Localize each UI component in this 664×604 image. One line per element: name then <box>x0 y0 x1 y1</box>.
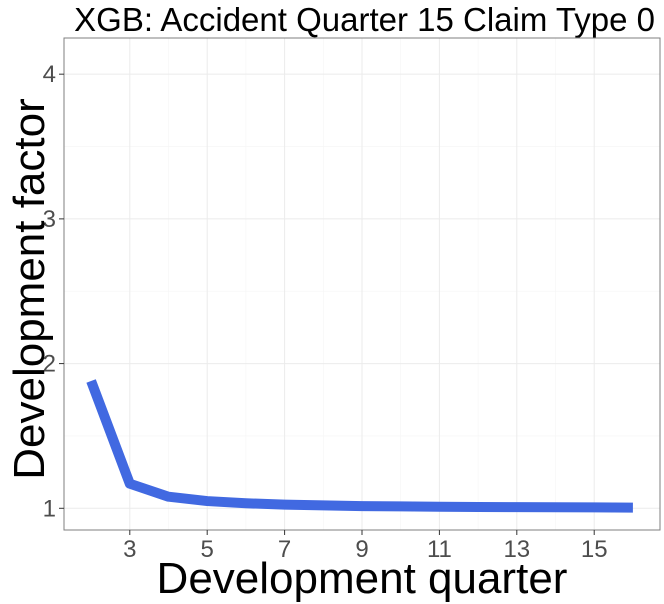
x-tick-label: 3 <box>123 536 136 563</box>
x-tick-label: 15 <box>581 536 608 563</box>
x-tick-label: 11 <box>427 536 452 563</box>
x-tick-label: 9 <box>355 536 368 563</box>
y-tick-label: 2 <box>43 351 56 378</box>
y-axis-title: Development factor <box>5 98 54 480</box>
chart-title: XGB: Accident Quarter 15 Claim Type 0 <box>74 1 655 38</box>
y-tick-label: 1 <box>43 495 56 522</box>
x-tick-label: 5 <box>201 536 214 563</box>
axis-ticks: 3 5 7 9 11 13 15 1 2 3 4 <box>43 61 608 563</box>
x-axis-title: Development quarter <box>157 554 568 603</box>
series-layer <box>86 379 633 513</box>
x-tick-label: 13 <box>503 536 530 563</box>
grid <box>64 38 660 530</box>
x-tick-label: 7 <box>278 536 291 563</box>
y-tick-label: 4 <box>43 61 56 88</box>
y-tick-label: 3 <box>43 206 56 233</box>
